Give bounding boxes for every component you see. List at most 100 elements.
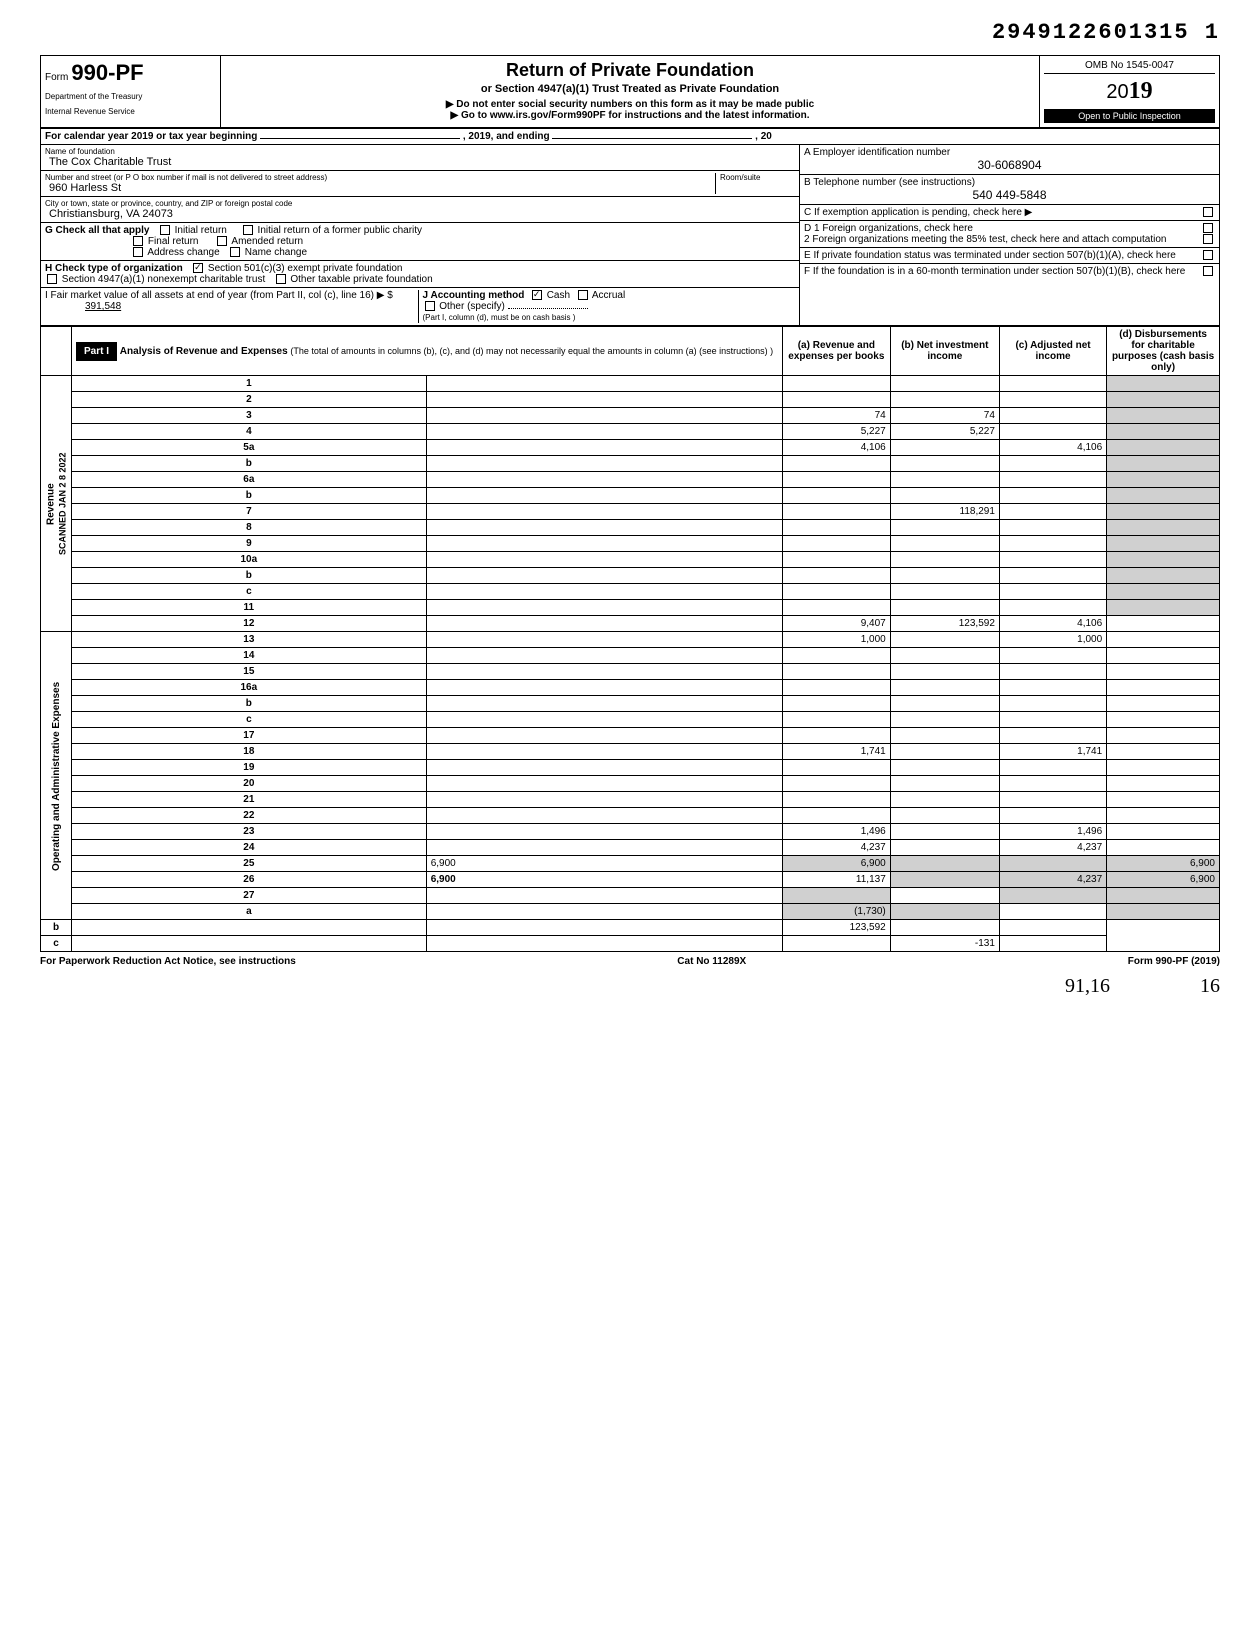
line-description: [426, 376, 782, 392]
table-row: b123,592: [41, 920, 1220, 936]
cell-value: [1107, 664, 1220, 680]
line-number: 27: [72, 888, 427, 904]
table-row: c-131: [41, 936, 1220, 952]
checkbox-name-change[interactable]: [230, 247, 240, 257]
line-description: [426, 504, 782, 520]
checkbox-initial-former[interactable]: [243, 225, 253, 235]
cell-value: [782, 584, 890, 600]
cell-value: [999, 760, 1106, 776]
cell-value: [1107, 792, 1220, 808]
table-row: 16a: [41, 680, 1220, 696]
checkbox-exemption-pending[interactable]: [1203, 207, 1213, 217]
cell-value: [890, 456, 999, 472]
col-d-header: (d) Disbursements for charitable purpose…: [1107, 327, 1220, 376]
table-row: RevenueSCANNED JAN 2 8 20221: [41, 376, 1220, 392]
line-description: [426, 648, 782, 664]
table-row: b: [41, 568, 1220, 584]
city-label: City or town, state or province, country…: [45, 199, 795, 208]
table-row: 129,407123,5924,106: [41, 616, 1220, 632]
line-description: [72, 920, 427, 936]
line-number: 11: [72, 600, 427, 616]
checkbox-accrual[interactable]: [578, 290, 588, 300]
table-row: 6a: [41, 472, 1220, 488]
table-row: b: [41, 696, 1220, 712]
phone-value: 540 449-5848: [804, 188, 1215, 202]
cell-value: [890, 664, 999, 680]
checkbox-60month[interactable]: [1203, 266, 1213, 276]
opt-other-method: Other (specify): [439, 301, 505, 312]
cell-value: [1107, 808, 1220, 824]
table-row: 27: [41, 888, 1220, 904]
cell-value: 4,106: [999, 616, 1106, 632]
cell-value: [890, 520, 999, 536]
info-left: Name of foundation The Cox Charitable Tr…: [41, 145, 799, 325]
checkbox-85pct[interactable]: [1203, 234, 1213, 244]
checkbox-final-return[interactable]: [133, 236, 143, 246]
cell-value: 74: [782, 408, 890, 424]
checkbox-other-method[interactable]: [425, 301, 435, 311]
cell-value: [782, 488, 890, 504]
line-description: [426, 488, 782, 504]
cell-value: [999, 456, 1106, 472]
checkbox-4947a1[interactable]: [47, 274, 57, 284]
section-f-label: F If the foundation is in a 60-month ter…: [804, 266, 1185, 277]
cell-value: [782, 536, 890, 552]
line-number: 9: [72, 536, 427, 552]
checkbox-terminated[interactable]: [1203, 250, 1213, 260]
cell-value: [1107, 648, 1220, 664]
table-row: 181,7411,741: [41, 744, 1220, 760]
cell-value: [999, 536, 1106, 552]
line-description: [426, 584, 782, 600]
cell-value: [999, 728, 1106, 744]
cell-value: 4,106: [999, 440, 1106, 456]
cell-value: [1107, 600, 1220, 616]
footer-left: For Paperwork Reduction Act Notice, see …: [40, 956, 296, 967]
line-number: 6a: [72, 472, 427, 488]
cell-value: [1107, 536, 1220, 552]
line-description: [426, 408, 782, 424]
line-number: 18: [72, 744, 427, 760]
calendar-year-row: For calendar year 2019 or tax year begin…: [40, 129, 1220, 145]
line-number: 24: [72, 840, 427, 856]
cell-value: [890, 808, 999, 824]
cell-value: [1107, 392, 1220, 408]
cell-value: [890, 536, 999, 552]
checkbox-amended[interactable]: [217, 236, 227, 246]
line-description: [426, 808, 782, 824]
checkbox-other-taxable[interactable]: [276, 274, 286, 284]
fair-market-value: 391,548: [85, 301, 121, 312]
checkbox-501c3[interactable]: [193, 263, 203, 273]
cell-value: [890, 856, 999, 872]
table-row: 10a: [41, 552, 1220, 568]
line-description: [72, 936, 427, 952]
cell-value: [890, 392, 999, 408]
cell-value: [782, 888, 890, 904]
table-row: 17: [41, 728, 1220, 744]
cell-value: [890, 728, 999, 744]
cell-value: [782, 392, 890, 408]
line-description: [426, 824, 782, 840]
checkbox-cash[interactable]: [532, 290, 542, 300]
line-number: 26: [72, 872, 427, 888]
cell-value: 9,407: [782, 616, 890, 632]
checkbox-foreign-org[interactable]: [1203, 223, 1213, 233]
cell-value: [890, 920, 999, 936]
cell-value: 5,227: [890, 424, 999, 440]
section-d2-label: 2 Foreign organizations meeting the 85% …: [804, 234, 1166, 245]
cell-value: [782, 776, 890, 792]
side-expenses-label: Operating and Administrative Expenses: [41, 632, 72, 920]
table-row: 45,2275,227: [41, 424, 1220, 440]
cell-value: [1107, 744, 1220, 760]
cell-value: [890, 552, 999, 568]
line-number: b: [41, 920, 72, 936]
line-description: 6,900: [426, 856, 782, 872]
opt-addr-change: Address change: [147, 247, 219, 258]
checkbox-addr-change[interactable]: [133, 247, 143, 257]
cell-value: 4,237: [782, 840, 890, 856]
checkbox-initial-return[interactable]: [160, 225, 170, 235]
cell-value: [999, 424, 1106, 440]
cell-value: [1107, 472, 1220, 488]
cell-value: [999, 552, 1106, 568]
cell-value: [782, 552, 890, 568]
line-description: [426, 712, 782, 728]
